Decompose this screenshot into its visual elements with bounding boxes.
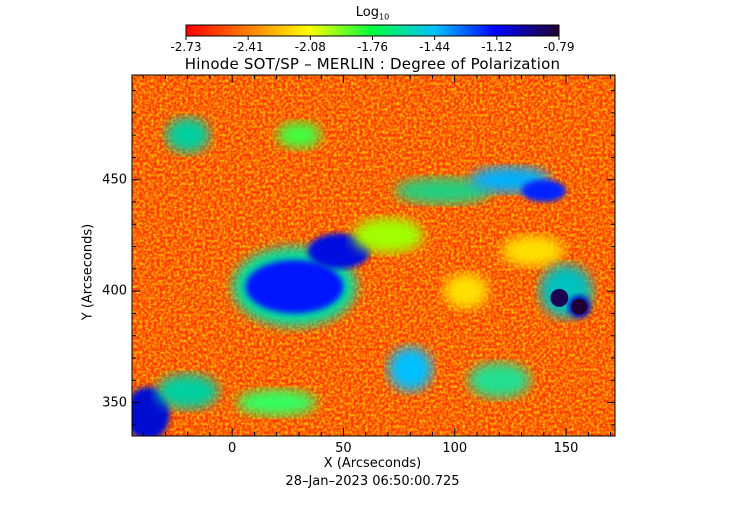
network-patch (468, 362, 531, 399)
network-patch (165, 117, 210, 153)
colorbar-tick-label: -1.76 (356, 40, 389, 54)
colorbar-tick-label: -2.08 (294, 40, 326, 54)
y-axis-label: Y (Arcseconds) (80, 223, 96, 321)
network-patch (276, 121, 322, 149)
plot-frame (131, 74, 616, 437)
colorbar-title-text: Log (355, 5, 380, 20)
network-patch (443, 273, 489, 309)
colorbar-tick-label: -1.44 (419, 40, 451, 54)
network-patch (352, 217, 424, 254)
colorbar-tick-label: -2.41 (232, 40, 264, 54)
network-patch (387, 346, 433, 392)
y-tick-label: 450 (102, 172, 127, 188)
network-patch (245, 259, 344, 314)
x-tick-label: 0 (228, 441, 237, 456)
observation-timestamp: 28–Jan–2023 06:50:00.725 (285, 474, 460, 489)
pore-core (571, 298, 588, 315)
network-patch (236, 389, 317, 416)
colorbar-tick-label: -1.12 (481, 40, 513, 54)
plot-title: Hinode SOT/SP – MERLIN : Degree of Polar… (184, 55, 561, 73)
x-axis-label: X (Arcseconds) (323, 456, 422, 471)
network-patch (307, 233, 371, 269)
colorbar-tick-label: -2.73 (170, 40, 202, 54)
x-tick-label: 50 (335, 441, 352, 456)
x-tick-label: 150 (553, 441, 579, 456)
colorbar-title-subscript: 10 (379, 12, 390, 22)
pore-small (550, 288, 569, 307)
colorbar-title: Log10 (0, 5, 745, 22)
y-tick-label: 400 (102, 283, 127, 299)
network-patch (501, 235, 564, 267)
x-tick-label: 100 (442, 441, 468, 456)
heatmap-regions (132, 117, 593, 436)
network-patch (156, 373, 219, 410)
network-patch (521, 179, 567, 203)
colorbar-ticks (185, 36, 560, 40)
colorbar-tick-label: -0.79 (543, 40, 575, 54)
network-patch (394, 177, 493, 205)
colorbar (185, 24, 560, 37)
y-tick-label: 350 (102, 395, 127, 411)
axis-ticks (132, 75, 615, 436)
heatmap-image (132, 75, 615, 436)
